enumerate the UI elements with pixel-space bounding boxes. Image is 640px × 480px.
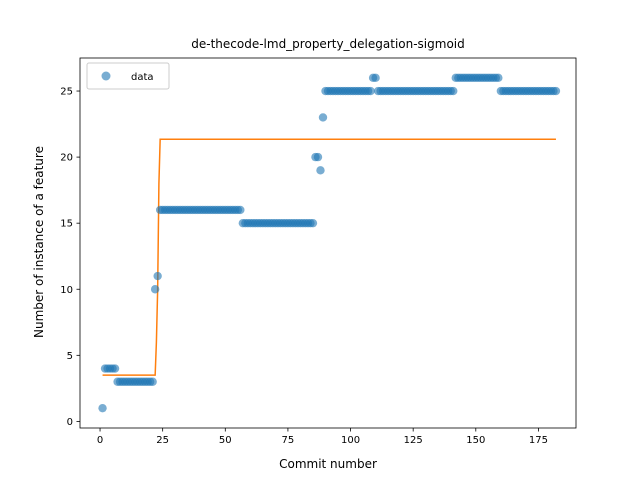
x-tick-label: 75 [282,435,295,446]
x-tick-label: 100 [341,435,360,446]
x-tick-label: 0 [97,435,103,446]
plot-area [80,58,576,428]
axes-layer: 0 25 50 75 100 125 150 175 0 5 10 15 20 25 [60,57,577,446]
data-point [98,403,107,413]
x-tick-label: 25 [156,435,169,446]
x-axis-title: Commit number [279,457,377,471]
data-point [371,73,380,83]
y-axis-title: Number of instance of a feature [32,146,46,338]
x-tick-label: 150 [466,435,485,446]
y-tick-label: 25 [60,87,73,98]
y-tick-label: 5 [67,351,73,362]
data-point [316,166,325,175]
axes-frame [79,57,577,429]
data-point [148,377,157,386]
legend-box [86,62,170,90]
y-tick-label: 15 [60,219,73,230]
data-point [318,113,328,122]
data-point [366,86,375,96]
plot-background [80,58,576,428]
data-point [449,86,458,96]
chart-title: de-thecode-lmd_property_delegation-sigmo… [191,37,465,51]
data-point [236,205,245,215]
data-point [313,152,323,162]
legend-label-data: data [131,72,154,83]
y-tick-label: 10 [60,285,73,296]
x-tick-label: 50 [219,435,232,446]
y-tick-label: 0 [67,417,73,428]
data-point [494,73,503,83]
x-tick-label: 175 [529,435,548,446]
x-tick-label: 125 [404,435,423,446]
data-point [150,285,160,294]
data-point [110,364,120,373]
data-point [551,86,561,96]
legend: data [86,62,170,90]
data-points-layer [98,73,561,413]
data-point [308,218,318,228]
y-tick-label: 20 [60,153,73,164]
legend-marker-data [101,71,111,81]
data-point [153,271,162,281]
